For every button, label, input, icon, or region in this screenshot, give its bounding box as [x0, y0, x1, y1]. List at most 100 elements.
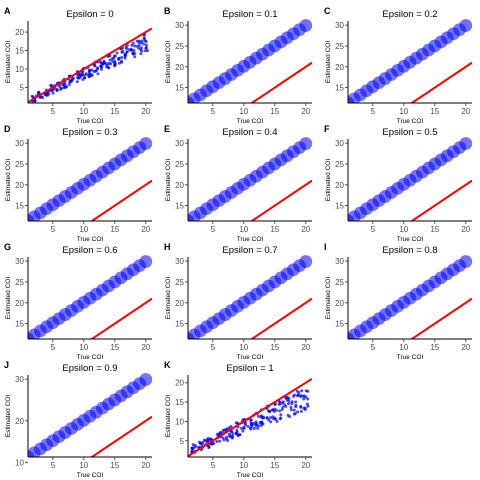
data-point — [218, 439, 222, 443]
data-point — [111, 59, 115, 63]
y-tick-label: 10 — [15, 65, 24, 74]
panel-tag: F — [324, 124, 330, 134]
data-point — [241, 429, 245, 433]
data-point — [290, 400, 294, 404]
panel-title: Epsilon = 0.2 — [382, 9, 437, 20]
data-point — [193, 445, 197, 449]
data-point — [201, 440, 205, 444]
data-point — [296, 394, 300, 398]
data-point — [459, 137, 472, 150]
data-point — [113, 63, 117, 67]
data-point — [306, 404, 310, 408]
data-point — [99, 60, 103, 64]
y-tick-label: 25 — [335, 278, 344, 287]
data-point — [286, 413, 290, 417]
y-axis-label: Estimated COI — [5, 41, 12, 83]
data-point — [299, 137, 312, 150]
data-point — [306, 389, 310, 393]
x-tick-label: 5 — [211, 225, 216, 234]
data-point — [132, 48, 136, 52]
data-point — [124, 46, 128, 50]
data-point — [278, 409, 282, 413]
data-point — [125, 50, 129, 54]
panel-e: 5 10 15 20 15 20 25 30 True COI Estimated COI Epsi… — [164, 124, 312, 243]
data-point — [302, 397, 306, 401]
y-tick-label: 30 — [175, 139, 184, 148]
data-point — [297, 391, 301, 395]
y-tick-label: 15 — [335, 202, 344, 211]
panel-d: 5 10 15 20 15 20 25 30 True COI Estimated COI Epsi… — [4, 124, 152, 243]
x-tick-label: 20 — [301, 461, 310, 470]
data-point — [137, 39, 141, 43]
reference-line — [410, 297, 472, 339]
x-axis-label: True COI — [77, 236, 104, 243]
data-point — [117, 56, 121, 60]
x-tick-label: 5 — [51, 461, 56, 470]
panel-tag: H — [164, 242, 171, 252]
data-point — [459, 255, 472, 268]
reference-line — [250, 179, 312, 221]
data-point — [131, 51, 135, 55]
data-point — [302, 394, 306, 398]
data-point — [49, 83, 53, 87]
x-tick-label: 10 — [399, 225, 408, 234]
data-point — [81, 77, 85, 81]
x-axis-label: True COI — [237, 354, 264, 361]
reference-line — [250, 61, 312, 103]
x-axis-label: True COI — [77, 118, 104, 125]
data-point — [294, 400, 298, 404]
y-tick-label: 30 — [335, 139, 344, 148]
data-point — [260, 421, 264, 425]
data-point — [215, 440, 219, 444]
data-point — [234, 431, 238, 435]
y-axis-label: Estimated COI — [165, 395, 172, 437]
data-point — [133, 55, 137, 59]
y-axis-label: Estimated COI — [165, 277, 172, 319]
y-tick-label: 10 — [175, 417, 184, 426]
y-axis-label: Estimated COI — [5, 277, 12, 319]
y-axis-label: Estimated COI — [325, 41, 332, 83]
data-point — [107, 66, 111, 70]
y-axis-label: Estimated COI — [5, 395, 12, 437]
data-point — [278, 417, 282, 421]
x-tick-label: 10 — [79, 343, 88, 352]
x-tick-label: 20 — [461, 107, 470, 116]
x-tick-label: 10 — [239, 107, 248, 116]
data-point — [280, 408, 284, 412]
x-axis-label: True COI — [397, 118, 424, 125]
x-tick-label: 20 — [301, 225, 310, 234]
panel-c: 5 10 15 20 15 20 25 30 True COI Estimated COI Epsi… — [324, 6, 472, 125]
data-point — [143, 37, 147, 41]
panel-tag: G — [4, 242, 11, 252]
data-point — [43, 92, 47, 96]
x-axis-label: True COI — [237, 236, 264, 243]
x-tick-label: 10 — [79, 107, 88, 116]
data-point — [294, 403, 298, 407]
data-point — [46, 93, 50, 97]
y-tick-label: 15 — [175, 320, 184, 329]
data-layer — [28, 137, 152, 221]
data-point — [278, 400, 282, 404]
data-point — [259, 415, 263, 419]
y-tick-label: 15 — [175, 84, 184, 93]
x-tick-label: 15 — [430, 107, 439, 116]
data-point — [104, 62, 108, 66]
y-tick-label: 15 — [175, 202, 184, 211]
data-point — [300, 389, 304, 393]
data-point — [292, 394, 296, 398]
data-point — [302, 406, 306, 410]
panel-title: Epsilon = 0.6 — [62, 245, 117, 256]
data-point — [299, 394, 303, 398]
panel-tag: C — [324, 6, 331, 16]
x-tick-label: 20 — [461, 225, 470, 234]
panel-title: Epsilon = 1 — [226, 363, 273, 374]
data-point — [271, 415, 275, 419]
data-point — [299, 405, 303, 409]
x-tick-label: 10 — [79, 461, 88, 470]
data-point — [79, 73, 83, 77]
data-point — [306, 397, 310, 401]
x-tick-label: 15 — [270, 461, 279, 470]
y-tick-label: 25 — [175, 278, 184, 287]
y-tick-label: 20 — [175, 181, 184, 190]
